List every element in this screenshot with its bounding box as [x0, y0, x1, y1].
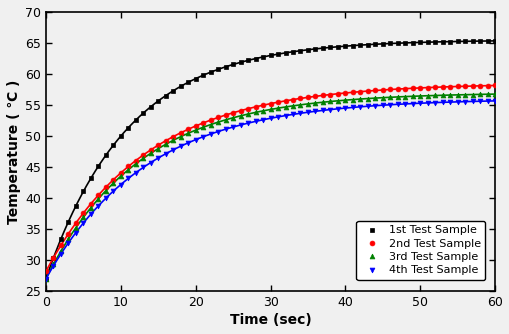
- 2nd Test Sample: [43, 269, 49, 273]
- 2nd Test Sample: [282, 99, 288, 103]
- 4th Test Sample: [431, 101, 437, 105]
- 1st Test Sample: [282, 51, 288, 55]
- 2nd Test Sample: [132, 159, 138, 163]
- 2nd Test Sample: [148, 148, 154, 152]
- 3rd Test Sample: [132, 162, 138, 166]
- 4th Test Sample: [491, 99, 497, 103]
- 1st Test Sample: [148, 105, 154, 109]
- Line: 3rd Test Sample: 3rd Test Sample: [43, 92, 497, 281]
- 2nd Test Sample: [431, 85, 437, 89]
- 4th Test Sample: [282, 114, 288, 118]
- Line: 1st Test Sample: 1st Test Sample: [43, 38, 497, 281]
- 4th Test Sample: [132, 171, 138, 175]
- 1st Test Sample: [200, 73, 206, 77]
- 2nd Test Sample: [491, 84, 497, 88]
- 3rd Test Sample: [282, 105, 288, 109]
- Line: 4th Test Sample: 4th Test Sample: [43, 99, 497, 281]
- 4th Test Sample: [148, 161, 154, 165]
- Y-axis label: Temperature ( ℃ ): Temperature ( ℃ ): [7, 79, 21, 224]
- 1st Test Sample: [132, 118, 138, 122]
- 1st Test Sample: [43, 277, 49, 281]
- 4th Test Sample: [312, 109, 318, 113]
- 2nd Test Sample: [312, 94, 318, 98]
- 4th Test Sample: [43, 277, 49, 281]
- 3rd Test Sample: [312, 101, 318, 105]
- Line: 2nd Test Sample: 2nd Test Sample: [43, 83, 497, 274]
- 3rd Test Sample: [43, 277, 49, 281]
- 1st Test Sample: [312, 47, 318, 51]
- 2nd Test Sample: [200, 121, 206, 125]
- X-axis label: Time (sec): Time (sec): [229, 313, 311, 327]
- 4th Test Sample: [200, 135, 206, 139]
- 1st Test Sample: [491, 39, 497, 43]
- 3rd Test Sample: [200, 125, 206, 129]
- 3rd Test Sample: [148, 151, 154, 155]
- 1st Test Sample: [431, 40, 437, 44]
- 3rd Test Sample: [491, 92, 497, 96]
- Legend: 1st Test Sample, 2nd Test Sample, 3rd Test Sample, 4th Test Sample: 1st Test Sample, 2nd Test Sample, 3rd Te…: [356, 221, 484, 280]
- 3rd Test Sample: [431, 94, 437, 98]
